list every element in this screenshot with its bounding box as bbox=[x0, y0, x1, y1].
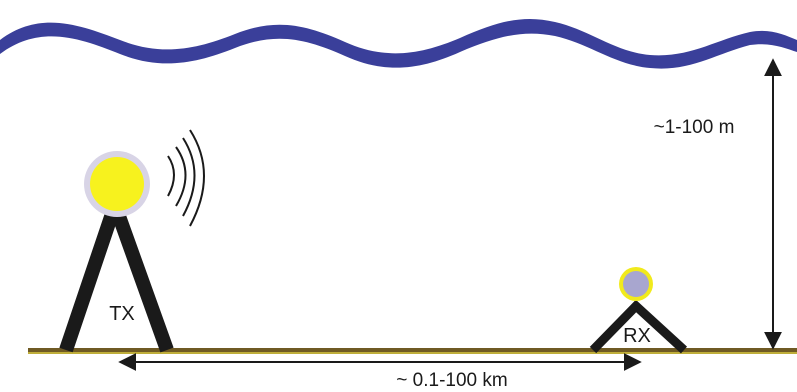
signal-icon bbox=[167, 129, 205, 227]
distance-label: ~ 0.1-100 km bbox=[396, 370, 507, 391]
ground-line bbox=[28, 348, 797, 353]
tx-mast bbox=[59, 183, 174, 353]
rx-label: RX bbox=[623, 325, 651, 347]
tx-emitter bbox=[90, 157, 144, 211]
surface-wave bbox=[0, 18, 797, 69]
receiver-tower: RX bbox=[589, 267, 688, 354]
rx-mast bbox=[589, 299, 688, 354]
height-label: ~1-100 m bbox=[654, 117, 735, 138]
transmitter-tower: TX bbox=[59, 151, 174, 353]
rx-emitter bbox=[623, 271, 649, 297]
tx-label: TX bbox=[109, 303, 135, 325]
